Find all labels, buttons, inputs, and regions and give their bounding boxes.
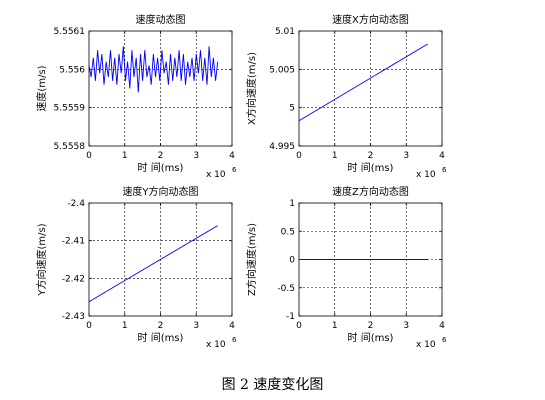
- x-tick-label: 0: [86, 321, 92, 331]
- y-tick-label: 0: [289, 256, 295, 266]
- x-tick-label: 2: [368, 321, 374, 331]
- x-tick-label: 1: [332, 321, 338, 331]
- subplot-title: 速度Z方向动态图: [332, 185, 409, 198]
- subplot-title: 速度X方向动态图: [332, 13, 409, 26]
- x-multiplier: x 10: [206, 340, 226, 350]
- y-axis-label: Y方向速度(m/s): [35, 223, 48, 296]
- y-tick-label: 5.556: [59, 65, 85, 75]
- y-tick-label: -2.41: [62, 237, 85, 247]
- x-multiplier: x 10: [416, 170, 436, 180]
- y-axis-label: 速度(m/s): [35, 65, 48, 111]
- x-tick-label: 3: [403, 151, 409, 161]
- y-tick-label: -1: [286, 312, 295, 322]
- figure-caption: 图 2 速度变化图: [221, 377, 324, 393]
- y-tick-label: 5.005: [269, 65, 295, 75]
- x-tick-label: 3: [403, 321, 409, 331]
- x-tick-label: 1: [332, 151, 338, 161]
- x-tick-label: 3: [193, 321, 199, 331]
- x-tick-label: 0: [296, 321, 302, 331]
- y-tick-label: -2.4: [67, 199, 85, 209]
- y-tick-label: 5.5559: [54, 104, 86, 114]
- x-axis-label: 时 间(ms): [138, 331, 184, 344]
- x-axis-label: 时 间(ms): [348, 331, 394, 344]
- x-tick-label: 1: [122, 321, 128, 331]
- x-tick-label: 4: [229, 151, 235, 161]
- x-tick-label: 2: [368, 151, 374, 161]
- y-tick-label: 4.995: [269, 142, 295, 152]
- y-tick-label: -2.42: [62, 274, 85, 284]
- series-line-1: [298, 43, 428, 122]
- x-tick-label: 4: [439, 321, 445, 331]
- x-multiplier-exponent: 6: [442, 166, 447, 174]
- y-tick-label: 5.01: [275, 27, 295, 37]
- y-tick-label: -2.43: [62, 312, 85, 322]
- x-tick-label: 4: [229, 321, 235, 331]
- subplot-title: 速度动态图: [136, 13, 186, 26]
- y-tick-label: -0.5: [277, 284, 295, 294]
- y-tick-label: 0.5: [281, 227, 295, 237]
- y-tick-label: 5.5558: [54, 142, 86, 152]
- x-multiplier: x 10: [416, 340, 436, 350]
- x-tick-label: 2: [158, 151, 164, 161]
- x-tick-label: 2: [158, 321, 164, 331]
- x-multiplier-exponent: 6: [232, 166, 237, 174]
- x-axis-label: 时 间(ms): [138, 161, 184, 174]
- y-tick-label: 5: [289, 104, 295, 114]
- subplot-title: 速度Y方向动态图: [122, 185, 198, 198]
- x-tick-label: 1: [122, 151, 128, 161]
- x-multiplier-exponent: 6: [232, 336, 237, 344]
- y-tick-label: 1: [289, 199, 295, 209]
- x-tick-label: 0: [86, 151, 92, 161]
- series-line-1: [88, 225, 218, 303]
- y-axis-label: X方向速度(m/s): [245, 52, 258, 125]
- x-axis-label: 时 间(ms): [348, 161, 394, 174]
- x-multiplier: x 10: [206, 170, 226, 180]
- x-tick-label: 4: [439, 151, 445, 161]
- y-tick-label: 5.5561: [54, 27, 86, 37]
- x-multiplier-exponent: 6: [442, 336, 447, 344]
- y-axis-label: Z方向速度(m/s): [245, 223, 258, 296]
- x-tick-label: 3: [193, 151, 199, 161]
- series-line-1: [88, 46, 219, 93]
- x-tick-label: 0: [296, 151, 302, 161]
